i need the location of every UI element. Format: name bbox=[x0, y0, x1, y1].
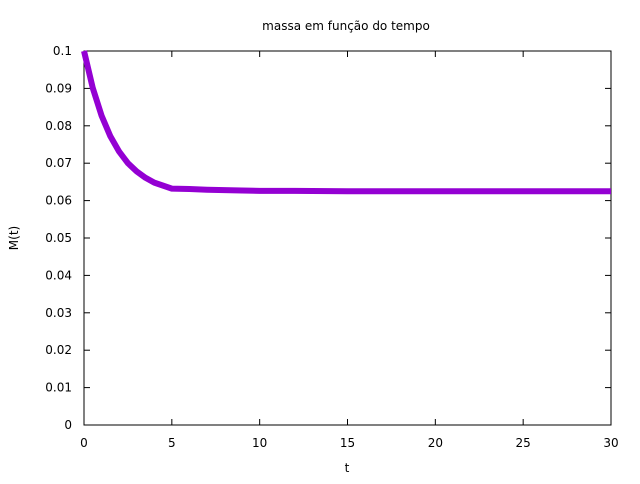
chart-title: massa em função do tempo bbox=[262, 19, 430, 33]
x-tick-label: 0 bbox=[80, 436, 88, 450]
x-axis-label: t bbox=[345, 461, 350, 475]
y-tick-label: 0.06 bbox=[45, 194, 72, 208]
x-tick-label: 25 bbox=[516, 436, 531, 450]
y-tick-label: 0.04 bbox=[45, 268, 72, 282]
x-tick-label: 30 bbox=[603, 436, 618, 450]
x-ticks: 0 5 10 15 20 25 30 bbox=[80, 51, 619, 450]
series-layer bbox=[81, 50, 611, 195]
plot-frame bbox=[83, 50, 612, 426]
series-line-0 bbox=[81, 50, 611, 195]
y-tick-label: 0.05 bbox=[45, 231, 72, 245]
y-tick-label: 0.09 bbox=[45, 81, 72, 95]
x-tick-label: 15 bbox=[340, 436, 355, 450]
y-tick-label: 0.02 bbox=[45, 343, 72, 357]
y-tick-label: 0.03 bbox=[45, 306, 72, 320]
x-tick-label: 20 bbox=[428, 436, 443, 450]
y-ticks: 0 0.01 0.02 0.03 0.04 0.05 0.06 0.07 0.08 0.09 0.1 bbox=[45, 44, 611, 432]
y-tick-label: 0.08 bbox=[45, 119, 72, 133]
y-tick-label: 0.01 bbox=[45, 381, 72, 395]
y-axis-label: M(t) bbox=[7, 226, 21, 250]
y-tick-label: 0 bbox=[64, 418, 72, 432]
y-tick-label: 0.07 bbox=[45, 156, 72, 170]
y-tick-label: 0.1 bbox=[53, 44, 72, 58]
x-tick-label: 10 bbox=[252, 436, 267, 450]
x-tick-label: 5 bbox=[168, 436, 176, 450]
